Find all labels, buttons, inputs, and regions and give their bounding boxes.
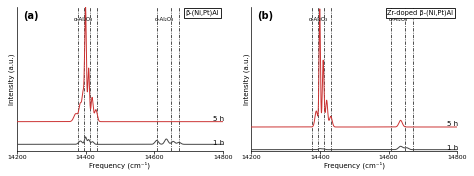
Text: Zr-doped β-(Ni,Pt)Al: Zr-doped β-(Ni,Pt)Al — [387, 10, 453, 16]
Text: α-Al₂O₃: α-Al₂O₃ — [389, 17, 409, 22]
Text: α-Al₂O₃: α-Al₂O₃ — [155, 17, 174, 22]
Text: α-Al₂O₃: α-Al₂O₃ — [74, 17, 93, 22]
X-axis label: Frequency (cm⁻¹): Frequency (cm⁻¹) — [324, 162, 384, 169]
Text: (b): (b) — [257, 11, 273, 21]
Y-axis label: Intensity (a.u.): Intensity (a.u.) — [9, 53, 15, 105]
Text: α-Al₂O₃: α-Al₂O₃ — [309, 17, 328, 22]
X-axis label: Frequency (cm⁻¹): Frequency (cm⁻¹) — [90, 162, 150, 169]
Y-axis label: Intensity (a.u.): Intensity (a.u.) — [243, 53, 250, 105]
Text: 1 h: 1 h — [213, 140, 224, 146]
Text: 1 h: 1 h — [447, 145, 458, 151]
Text: (a): (a) — [23, 11, 38, 21]
Text: 5 h: 5 h — [447, 121, 458, 127]
Text: 5 h: 5 h — [213, 116, 224, 122]
Text: β-(Ni,Pt)Al: β-(Ni,Pt)Al — [185, 10, 219, 16]
